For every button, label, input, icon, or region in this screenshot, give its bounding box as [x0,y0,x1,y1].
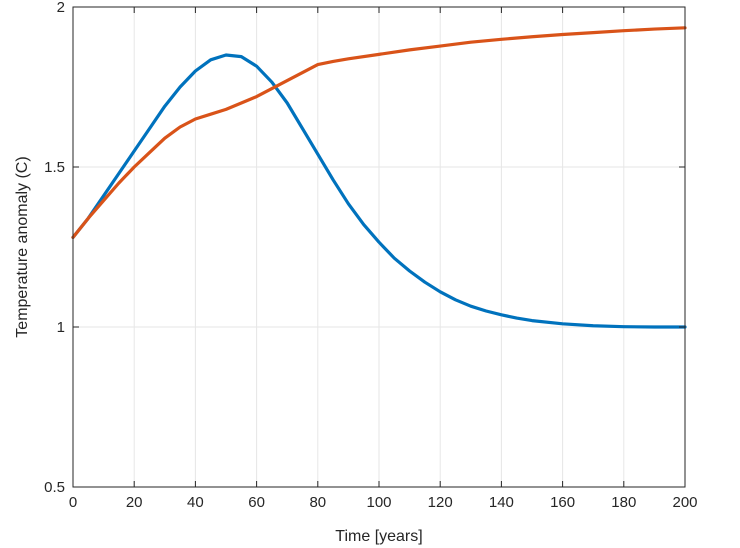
x-tick-label: 180 [611,494,636,511]
ticks [72,6,686,488]
x-tick-label: 80 [309,494,326,511]
series-line-1 [71,53,687,329]
y-tick-label: 1 [57,319,65,336]
x-tick-label: 20 [126,494,143,511]
x-tick-label: 140 [489,494,514,511]
series-line-2 [71,26,687,239]
x-tick-label: 60 [248,494,265,511]
x-tick-label: 0 [69,494,77,511]
x-tick-labels: 0 20 40 60 80 100 120 140 160 180 200 [69,494,698,511]
y-axis-label: Temperature anomaly (C) [14,156,31,337]
x-tick-label: 120 [428,494,453,511]
y-tick-labels: 0.5 1 1.5 2 [44,0,65,496]
x-tick-label: 200 [672,494,697,511]
grid [72,6,686,488]
y-tick-label: 2 [57,0,65,16]
x-axis-label: Time [years] [335,528,422,545]
x-tick-label: 160 [550,494,575,511]
x-tick-label: 40 [187,494,204,511]
x-tick-label: 100 [366,494,391,511]
y-tick-label: 1.5 [44,159,65,176]
series-layer [71,26,687,329]
y-tick-label: 0.5 [44,479,65,496]
